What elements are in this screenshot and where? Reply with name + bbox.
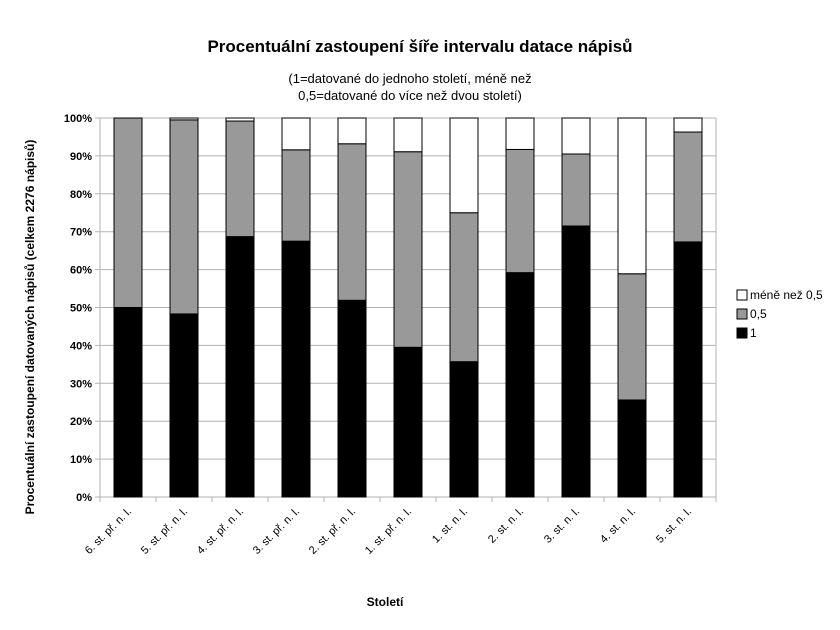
bar-segment-1 [449, 361, 479, 498]
bar-segment-3 [617, 117, 647, 275]
bar-segment-2 [113, 117, 143, 308]
y-tick-label: 80% [70, 189, 92, 201]
bar-segment-2 [561, 153, 591, 227]
x-tick-label: 2. st. př. n. l. [307, 506, 358, 557]
chart-title: Procentuální zastoupení šíře intervalu d… [207, 37, 632, 56]
bar-segment-1 [393, 346, 423, 498]
legend: méně než 0,5 0,5 1 [736, 288, 823, 340]
bar-segment-1 [673, 241, 703, 498]
y-tick-label: 0% [76, 492, 92, 504]
y-tick-label: 20% [70, 416, 92, 428]
x-tick-label: 3. st. př. n. l. [251, 506, 302, 557]
y-tick-label: 30% [70, 378, 92, 390]
chart-subtitle-line-2: 0,5=datované do více než dvou století) [298, 88, 522, 103]
bar-segment-3 [673, 117, 703, 133]
x-tick-label: 1. st. př. n. l. [363, 506, 414, 557]
x-tick-label: 6. st. př. n. l. [83, 506, 134, 557]
y-axis-title: Procentuální zastoupení datovaných nápis… [23, 140, 37, 515]
bar-segment-1 [617, 399, 647, 498]
x-tick-label: 4. st. n. l. [598, 506, 638, 546]
y-tick-label: 100% [64, 113, 92, 125]
y-tick-label: 10% [70, 454, 92, 466]
y-tick-label: 40% [70, 340, 92, 352]
bar-segment-1 [281, 240, 311, 498]
y-tick-label: 70% [70, 227, 92, 239]
bar-segment-2 [505, 148, 535, 274]
bar-segment-3 [225, 117, 255, 122]
x-tick-label: 1. st. n. l. [430, 506, 470, 546]
y-axis-ticks: 0% 10% 20% 30% 40% 50% 60% 70% 80% 90% 100% [64, 113, 92, 504]
bar-segment-2 [337, 143, 367, 301]
x-tick-label: 4. st. př. n. l. [195, 506, 246, 557]
bar-segment-1 [337, 299, 367, 498]
bar-segment-1 [113, 307, 143, 498]
bars [113, 117, 703, 498]
x-tick-label: 3. st. n. l. [542, 506, 582, 546]
bar-segment-3 [337, 117, 367, 145]
bar-segment-2 [673, 131, 703, 243]
legend-label: 1 [750, 326, 757, 340]
bar-segment-3 [281, 117, 311, 151]
bar-segment-1 [561, 225, 591, 498]
y-tick-label: 60% [70, 265, 92, 277]
legend-label: méně než 0,5 [750, 288, 823, 302]
bar-segment-2 [617, 273, 647, 401]
legend-label: 0,5 [750, 307, 767, 321]
x-tick-label: 5. st. n. l. [654, 506, 694, 546]
bar-segment-1 [225, 236, 255, 498]
bar-segment-3 [505, 117, 535, 150]
chart-subtitle-line-1: (1=datované do jednoho století, méně než [288, 71, 531, 86]
bar-segment-2 [169, 119, 199, 315]
bar-segment-3 [393, 117, 423, 153]
y-tick-label: 90% [70, 151, 92, 163]
bar-segment-2 [281, 149, 311, 242]
legend-swatch [736, 289, 748, 301]
y-tick-label: 50% [70, 303, 92, 315]
x-axis-title: Století [367, 595, 404, 609]
x-axis-ticks: 6. st. př. n. l. 5. st. př. n. l. 4. st. p… [83, 497, 717, 557]
bar-segment-3 [449, 117, 479, 214]
bar-segment-2 [449, 212, 479, 363]
legend-swatch [736, 327, 748, 339]
legend-swatch [736, 308, 748, 320]
bar-segment-3 [561, 117, 591, 155]
bar-segment-2 [393, 151, 423, 348]
bar-segment-3 [169, 117, 199, 121]
x-tick-label: 2. st. n. l. [486, 506, 526, 546]
bar-segment-1 [505, 272, 535, 498]
x-tick-label: 5. st. př. n. l. [139, 506, 190, 557]
bar-segment-2 [225, 120, 255, 238]
bar-segment-1 [169, 313, 199, 498]
